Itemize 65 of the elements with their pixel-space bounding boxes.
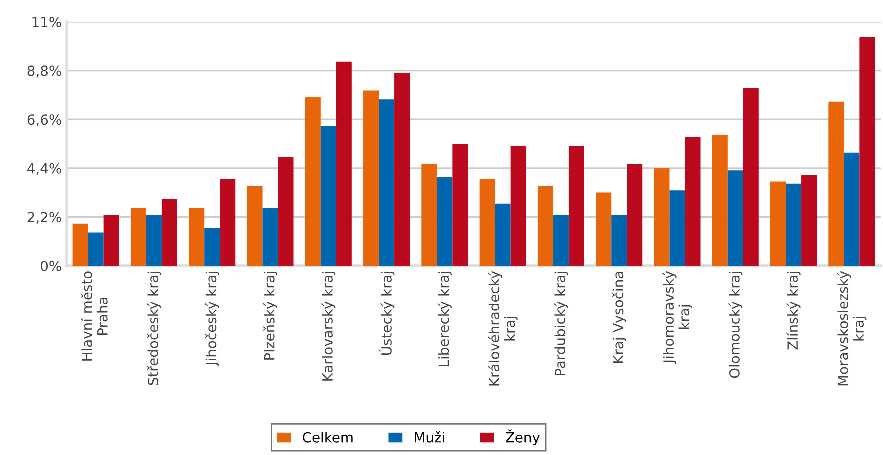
- bar: [770, 182, 786, 266]
- x-tick-label: Hlavní město Praha: [81, 272, 108, 361]
- bar: [104, 214, 120, 266]
- y-tick-label: 11%: [32, 16, 62, 28]
- legend-label: Celkem: [303, 432, 353, 443]
- bar: [394, 73, 410, 266]
- legend-label: Ženy: [506, 430, 540, 446]
- bar: [510, 146, 526, 266]
- bar: [612, 214, 628, 266]
- bar: [685, 137, 701, 266]
- bar: [728, 170, 744, 266]
- x-tick-label: Ústecký kraj: [378, 272, 395, 355]
- bar: [495, 204, 511, 266]
- x-tick-label: Plzeňský kraj: [264, 272, 278, 360]
- bar: [452, 144, 468, 266]
- bar: [538, 186, 554, 266]
- bar: [568, 146, 584, 266]
- bar: [364, 90, 380, 266]
- bar: [844, 152, 860, 266]
- bar: [305, 97, 321, 266]
- bar: [480, 179, 496, 266]
- bar: [72, 224, 88, 266]
- x-tick-label: Zlínský kraj: [786, 272, 801, 350]
- bar: [828, 102, 844, 266]
- bar: [743, 88, 759, 266]
- x-tick-label: Moravskoslezský kraj: [837, 271, 867, 386]
- bar: [146, 214, 162, 266]
- bar: [336, 62, 352, 266]
- bar: [596, 192, 612, 266]
- bar: [88, 232, 104, 266]
- y-tick-label: 4,4%: [28, 163, 62, 176]
- bar: [802, 175, 818, 266]
- x-tick-label: Liberecký kraj: [438, 272, 452, 366]
- x-tick-label: Středočeský kraj: [147, 272, 162, 386]
- bar: [379, 100, 395, 266]
- bar: [262, 208, 278, 266]
- bar: [712, 135, 728, 266]
- x-tick-label: Královéhradecký kraj: [488, 271, 518, 386]
- x-tick-label: Kraj Vysočina: [612, 272, 626, 363]
- x-tick-label: Jihočeský kraj: [205, 272, 220, 367]
- bar: [278, 157, 294, 266]
- bar: [422, 164, 438, 266]
- legend-label: Muži: [415, 432, 444, 443]
- y-tick-label: 6,6%: [28, 114, 62, 126]
- bar: [247, 186, 263, 266]
- x-tick-label: Olomoucký kraj: [728, 272, 743, 378]
- bar: [627, 164, 643, 266]
- bar: [654, 168, 670, 266]
- bar: [437, 177, 453, 266]
- x-tick-label: Jihomoravský kraj: [662, 271, 692, 364]
- y-tick-label: 0%: [41, 260, 62, 272]
- bar: [189, 208, 205, 266]
- bar: [860, 38, 876, 266]
- bar: [786, 184, 802, 266]
- x-tick-label: Karlovarský kraj: [322, 272, 336, 381]
- bar: [220, 179, 236, 266]
- x-tick-label: Pardubický kraj: [554, 272, 568, 376]
- y-tick-label: 2,2%: [28, 212, 62, 224]
- y-tick-label: 8,8%: [28, 66, 62, 78]
- bar: [204, 228, 220, 266]
- bar: [670, 190, 686, 266]
- bar: [553, 214, 569, 266]
- bar: [320, 126, 336, 266]
- bar: [162, 199, 178, 266]
- bar: [130, 208, 146, 266]
